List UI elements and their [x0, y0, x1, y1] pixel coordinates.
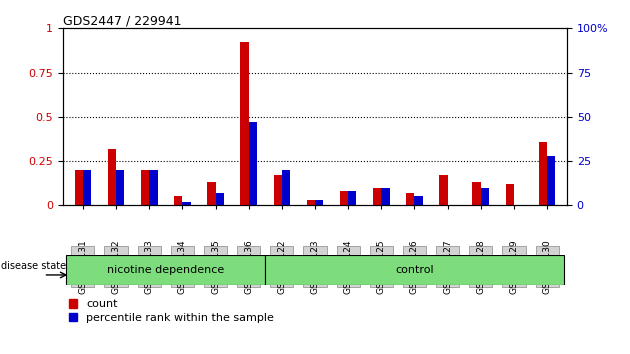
- Bar: [539, 142, 547, 205]
- Bar: [502, 246, 525, 287]
- Bar: [215, 193, 224, 205]
- Text: GSM144124: GSM144124: [343, 239, 353, 293]
- Bar: [137, 246, 161, 287]
- Bar: [273, 175, 282, 205]
- Text: GSM144136: GSM144136: [244, 239, 253, 293]
- Bar: [149, 170, 158, 205]
- Text: disease state: disease state: [1, 261, 67, 270]
- Text: GSM144127: GSM144127: [443, 239, 452, 293]
- Bar: [141, 170, 149, 205]
- Text: control: control: [395, 265, 434, 275]
- Text: nicotine dependence: nicotine dependence: [107, 265, 224, 275]
- Bar: [174, 196, 182, 205]
- Bar: [370, 246, 393, 287]
- Bar: [406, 193, 415, 205]
- Text: GSM144126: GSM144126: [410, 239, 419, 293]
- Bar: [66, 255, 265, 285]
- Bar: [403, 246, 426, 287]
- Bar: [270, 246, 294, 287]
- Bar: [506, 184, 514, 205]
- Text: GSM144131: GSM144131: [78, 239, 88, 293]
- Text: GSM144130: GSM144130: [542, 239, 552, 293]
- Bar: [105, 246, 128, 287]
- Bar: [83, 170, 91, 205]
- Bar: [436, 246, 459, 287]
- Text: GSM144135: GSM144135: [211, 239, 220, 293]
- Bar: [71, 246, 94, 287]
- Bar: [439, 175, 448, 205]
- Bar: [307, 200, 315, 205]
- Bar: [536, 246, 559, 287]
- Bar: [336, 246, 360, 287]
- Bar: [237, 246, 260, 287]
- Bar: [265, 255, 564, 285]
- Text: GSM144132: GSM144132: [112, 239, 120, 293]
- Bar: [472, 182, 481, 205]
- Bar: [373, 188, 381, 205]
- Text: GSM144134: GSM144134: [178, 239, 187, 293]
- Bar: [171, 246, 194, 287]
- Bar: [547, 156, 556, 205]
- Text: GSM144122: GSM144122: [277, 239, 287, 293]
- Text: GSM144133: GSM144133: [145, 239, 154, 293]
- Text: GSM144129: GSM144129: [510, 239, 518, 293]
- Bar: [108, 149, 116, 205]
- Bar: [469, 246, 493, 287]
- Bar: [340, 191, 348, 205]
- Bar: [282, 170, 290, 205]
- Bar: [315, 200, 323, 205]
- Bar: [116, 170, 124, 205]
- Bar: [304, 246, 326, 287]
- Legend: count, percentile rank within the sample: count, percentile rank within the sample: [69, 299, 274, 323]
- Bar: [249, 122, 257, 205]
- Text: GDS2447 / 229941: GDS2447 / 229941: [63, 14, 181, 27]
- Text: GSM144123: GSM144123: [311, 239, 319, 293]
- Bar: [182, 202, 191, 205]
- Bar: [381, 188, 389, 205]
- Bar: [415, 196, 423, 205]
- Bar: [207, 182, 215, 205]
- Bar: [481, 188, 489, 205]
- Bar: [348, 191, 357, 205]
- Text: GSM144125: GSM144125: [377, 239, 386, 293]
- Bar: [241, 42, 249, 205]
- Text: GSM144128: GSM144128: [476, 239, 485, 293]
- Bar: [204, 246, 227, 287]
- Bar: [74, 170, 83, 205]
